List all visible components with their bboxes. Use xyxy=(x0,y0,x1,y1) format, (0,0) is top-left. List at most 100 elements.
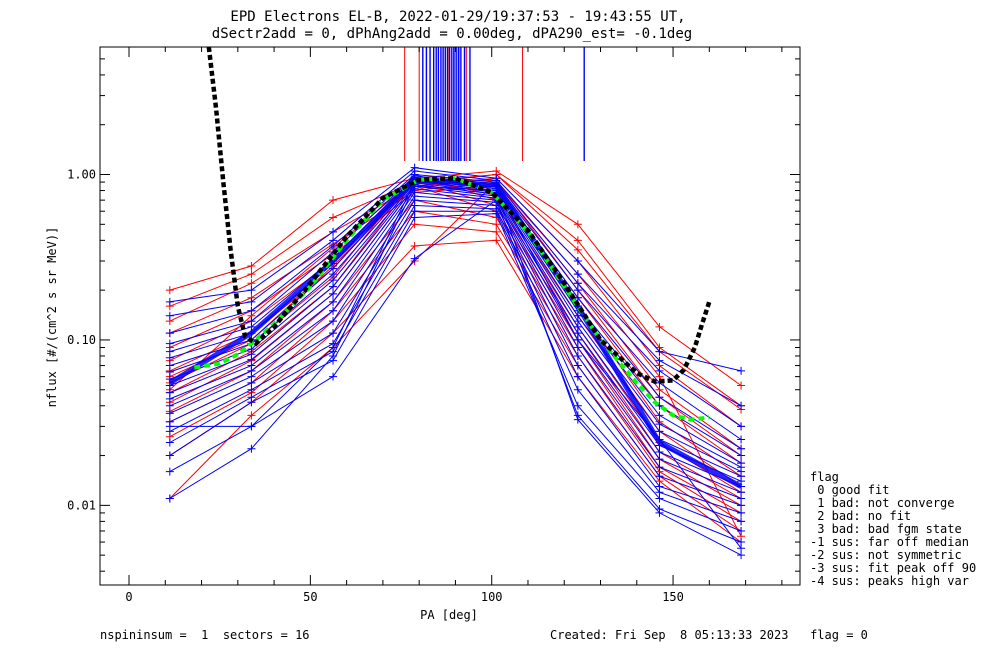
red-spectrum-point xyxy=(329,196,338,205)
blue-spectrum-point xyxy=(247,398,256,407)
blue-spectrum-point xyxy=(329,329,338,338)
blue-spectrum-point xyxy=(655,455,664,464)
red-spectrum-point xyxy=(247,411,256,420)
legend-item: -4 sus: peaks high var xyxy=(810,574,969,588)
blue-spectrum-point xyxy=(655,366,664,375)
plot-area xyxy=(165,47,746,560)
red-spectrum-point xyxy=(492,227,501,236)
blue-spectrum-point xyxy=(573,279,582,288)
blue-spectrum-point xyxy=(655,463,664,472)
blue-spectrum-point xyxy=(165,467,174,476)
black-fit-curve xyxy=(206,47,712,384)
y-tick-label: 0.10 xyxy=(67,333,96,347)
blue-spectrum-point xyxy=(247,444,256,453)
blue-spectrum-point xyxy=(737,422,746,431)
blue-spectrum-point xyxy=(165,394,174,403)
blue-spectrum-line xyxy=(169,213,742,532)
blue-spectrum-point xyxy=(165,494,174,503)
red-spectrum-point xyxy=(410,241,419,250)
blue-spectrum-point xyxy=(573,415,582,424)
red-spectrum-line xyxy=(169,210,742,522)
red-spectrum-point xyxy=(573,236,582,245)
blue-spectrum-point xyxy=(655,448,664,457)
blue-spectrum-point xyxy=(655,494,664,503)
blue-spectrum-point xyxy=(165,311,174,320)
blue-spectrum-line xyxy=(169,188,742,487)
blue-spectrum-point xyxy=(655,356,664,365)
blue-spectrum-point xyxy=(737,526,746,535)
red-spectrum-point xyxy=(247,279,256,288)
red-spectrum-point xyxy=(655,385,664,394)
blue-spectrum-point xyxy=(410,254,419,263)
blue-spectrum-point xyxy=(410,213,419,222)
blue-spectrum-point xyxy=(165,401,174,410)
blue-spectrum-point xyxy=(165,367,174,376)
blue-spectrum-line xyxy=(169,204,742,514)
footer-left: nspininsum = 1 sectors = 16 xyxy=(100,628,310,642)
red-spectrum-point xyxy=(410,220,419,229)
blue-spectrum-point xyxy=(573,343,582,352)
blue-spectrum-point xyxy=(247,286,256,295)
blue-spectrum-point xyxy=(165,438,174,447)
blue-spectrum-point xyxy=(165,409,174,418)
blue-spectrum-point xyxy=(329,351,338,360)
blue-spectrum-point xyxy=(737,444,746,453)
red-spectrum-point xyxy=(492,236,501,245)
blue-spectrum-line xyxy=(169,191,742,493)
blue-spectrum-point xyxy=(329,317,338,326)
footer-right: Created: Fri Sep 8 05:13:33 2023 flag = … xyxy=(550,628,868,642)
legend-title: flag xyxy=(810,470,839,484)
legend-item: 2 bad: no fit xyxy=(810,509,911,523)
blue-spectrum-point xyxy=(655,472,664,481)
red-spectrum-point xyxy=(492,220,501,229)
blue-spectrum-point xyxy=(737,508,746,517)
blue-spectrum-point xyxy=(165,451,174,460)
blue-spectrum-line xyxy=(169,199,742,506)
blue-spectrum-point xyxy=(655,508,664,517)
y-tick-label: 0.01 xyxy=(67,498,96,512)
y-axis-label: nflux [#/(cm^2 s sr MeV)] xyxy=(45,227,59,408)
axes-layer: 0 50 100 150 0.01 0.10 1.00 xyxy=(67,46,801,604)
blue-spectrum-point xyxy=(165,329,174,338)
red-spectrum-line xyxy=(169,199,742,514)
legend-item: -2 sus: not symmetric xyxy=(810,548,962,562)
blue-spectrum-point xyxy=(247,385,256,394)
blue-spectrum-point xyxy=(737,544,746,553)
red-spectrum-point xyxy=(329,213,338,222)
blue-spectrum-point xyxy=(329,289,338,298)
blue-spectrum-line xyxy=(169,167,742,372)
legend-item: 0 good fit xyxy=(810,483,889,497)
blue-spectrum-point xyxy=(573,361,582,370)
blue-spectrum-point xyxy=(247,297,256,306)
legend-item: -1 sus: far off median xyxy=(810,535,969,549)
blue-spectrum-point xyxy=(737,494,746,503)
x-tick-label: 150 xyxy=(662,590,684,604)
x-axis-label: PA [deg] xyxy=(420,608,478,622)
red-spectrum-line xyxy=(169,181,742,537)
blue-spectrum-point xyxy=(573,335,582,344)
blue-spectrum-point xyxy=(329,227,338,236)
plot-frame xyxy=(99,46,801,586)
blue-spectrum-point xyxy=(737,451,746,460)
x-tick-label: 0 xyxy=(125,590,132,604)
chart-title-line1: EPD Electrons EL-B, 2022-01-29/19:37:53 … xyxy=(230,9,685,25)
blue-spectrum-point xyxy=(655,347,664,356)
legend-item: -3 sus: fit peak off 90 xyxy=(810,561,976,575)
blue-spectrum-line xyxy=(169,175,742,440)
blue-spectrum-point xyxy=(573,286,582,295)
blue-spectrum-point xyxy=(737,401,746,410)
blue-spectrum-point xyxy=(329,343,338,352)
blue-spectrum-line xyxy=(169,185,742,556)
x-tick-label: 50 xyxy=(303,590,317,604)
blue-spectrum-point xyxy=(737,435,746,444)
chart-title-line2: dSectr2add = 0, dPhAng2add = 0.00deg, dP… xyxy=(212,26,692,42)
blue-spectrum-point xyxy=(573,351,582,360)
y-tick-label: 1.00 xyxy=(67,168,96,182)
data-layer xyxy=(165,47,746,560)
blue-spectrum-point xyxy=(573,329,582,338)
blue-spectrum-point xyxy=(329,306,338,315)
blue-spectrum-point xyxy=(247,422,256,431)
blue-spectrum-point xyxy=(165,297,174,306)
